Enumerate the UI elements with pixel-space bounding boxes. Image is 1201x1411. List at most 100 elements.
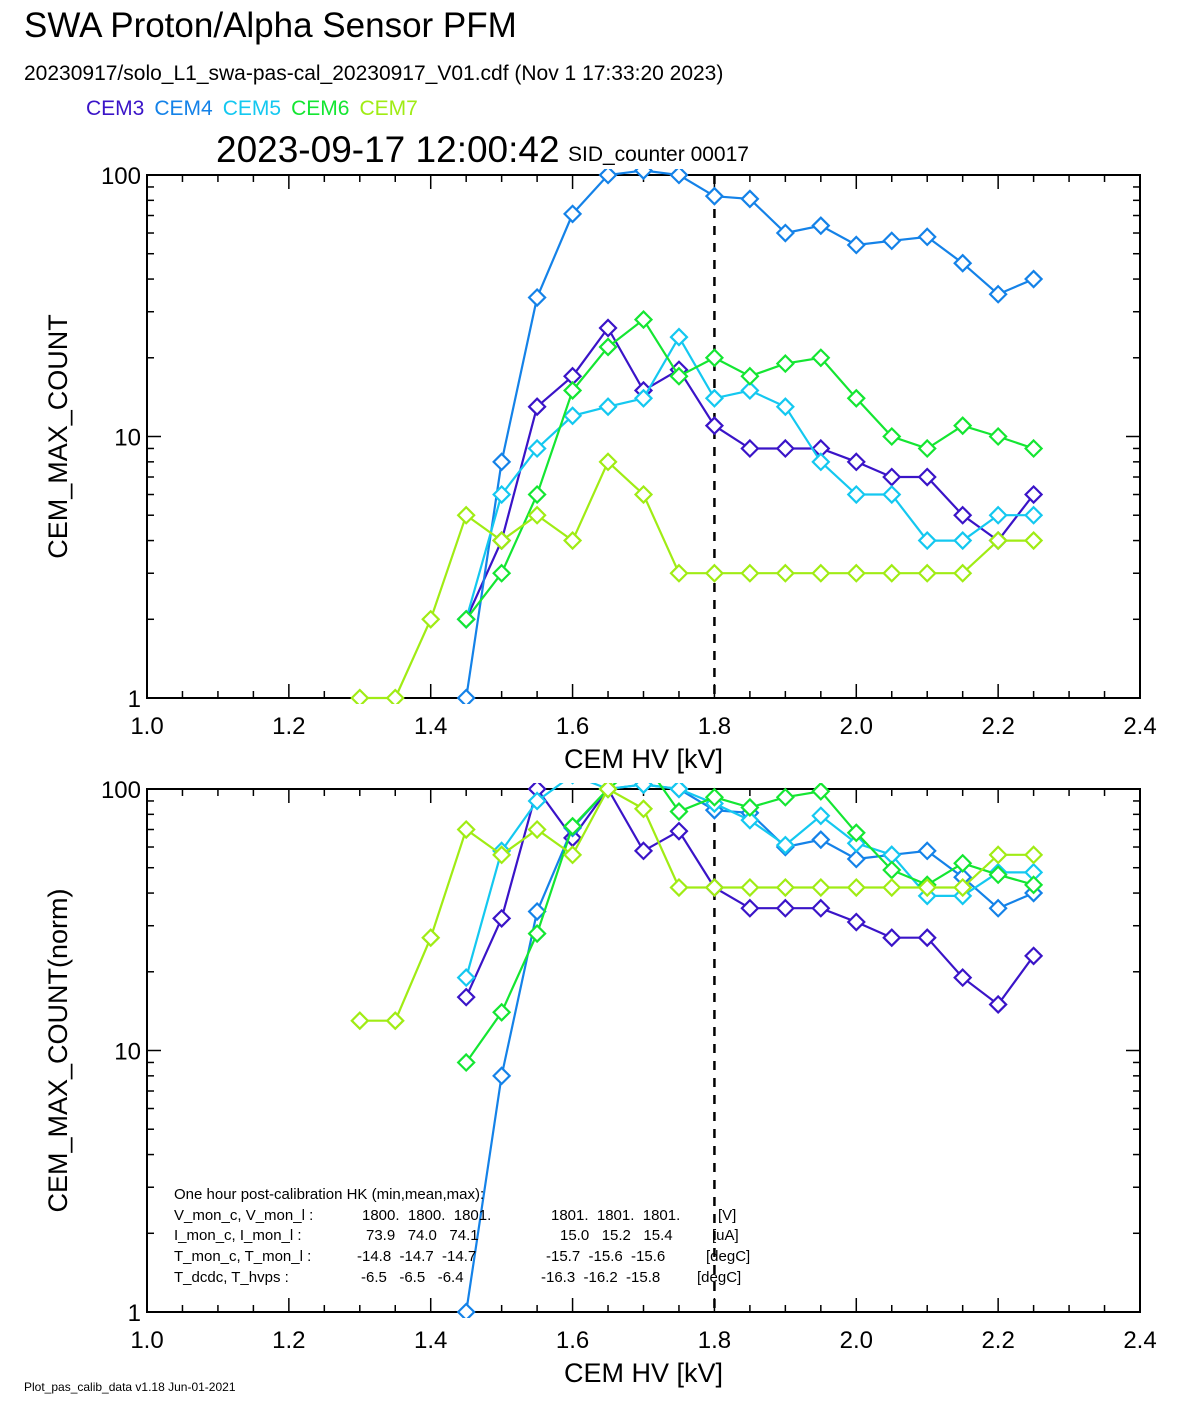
- legend-entry-cem5: CEM5: [222, 97, 282, 120]
- data-point-cem7: [421, 609, 441, 629]
- data-point-cem6: [1024, 875, 1044, 895]
- series-line-cem4: [465, 783, 1035, 1313]
- data-point-cem7: [704, 563, 724, 583]
- data-point-cem6: [846, 388, 866, 408]
- data-point-cem4: [775, 223, 795, 243]
- main-title: SWA Proton/Alpha Sensor PFM: [24, 6, 517, 45]
- data-point-cem7: [704, 877, 724, 898]
- data-point-cem6: [598, 337, 618, 357]
- legend: CEM3 CEM4 CEM5 CEM6 CEM7: [86, 97, 428, 121]
- hk-row-label: I_mon_c, I_mon_l :: [174, 1227, 302, 1244]
- data-point-cem7: [456, 819, 476, 840]
- data-point-cem7: [633, 484, 654, 505]
- hk-row-c-values: -14.8 -14.7 -14.7: [357, 1248, 476, 1265]
- x-tick-label: 1.4: [414, 1327, 447, 1354]
- chart-top: 1.0 1.2 1.4 1.6 1.8 2.0 2.2 2.4 1 10 100 CEM HV [kV…: [43, 163, 1157, 774]
- data-point-cem4: [882, 231, 902, 251]
- series-group: [350, 783, 1044, 1318]
- data-point-cem6: [527, 924, 547, 944]
- data-point-cem6: [492, 563, 512, 583]
- x-tick-label: 1.4: [414, 713, 447, 740]
- hk-summary-box: One hour post-calibration HK (min,mean,m…: [174, 1186, 750, 1286]
- data-point-cem5: [811, 806, 831, 826]
- data-point-cem6: [704, 787, 724, 807]
- data-point-cem3: [775, 438, 795, 459]
- data-point-cem7: [385, 1011, 405, 1031]
- data-point-cem7: [633, 799, 654, 819]
- hk-title: One hour post-calibration HK (min,mean,m…: [174, 1186, 484, 1203]
- data-point-cem7: [775, 877, 795, 898]
- data-point-cem3: [953, 968, 973, 988]
- data-point-cem5: [846, 833, 866, 853]
- y-tick-label: 1: [128, 686, 141, 713]
- data-point-cem5: [846, 484, 866, 505]
- data-point-cem4: [988, 284, 1008, 304]
- data-point-cem7: [492, 531, 512, 551]
- data-point-cem4: [811, 216, 831, 236]
- data-point-cem6: [740, 366, 760, 386]
- data-point-cem5: [953, 531, 973, 551]
- data-point-cem7: [350, 688, 370, 704]
- data-point-cem6: [563, 816, 583, 836]
- data-point-cem7: [563, 531, 583, 551]
- data-point-cem5: [669, 783, 689, 799]
- data-point-cem7: [740, 563, 760, 583]
- y-tick-label: 1: [128, 1300, 141, 1327]
- data-point-cem5: [988, 505, 1008, 525]
- data-point-cem6: [704, 348, 724, 368]
- hk-row-l-values: -16.3 -16.2 -15.8: [541, 1269, 660, 1286]
- data-point-cem4: [740, 189, 760, 209]
- data-point-cem6: [633, 310, 654, 330]
- x-tick-label: 2.0: [840, 713, 873, 740]
- y-tick-label: 100: [101, 777, 141, 804]
- data-point-cem7: [917, 563, 937, 583]
- data-point-cem5: [740, 810, 760, 830]
- hk-row-unit: [uA]: [712, 1227, 739, 1244]
- x-axis-label: CEM HV [kV]: [564, 1358, 723, 1388]
- footer-version: Plot_pas_calib_data v1.18 Jun-01-2021: [24, 1380, 236, 1394]
- data-point-cem3: [704, 416, 724, 436]
- x-tick-label: 1.8: [698, 713, 731, 740]
- hk-row-label: V_mon_c, V_mon_l :: [174, 1207, 313, 1224]
- data-point-cem4: [598, 169, 618, 185]
- data-point-cem6: [811, 348, 831, 368]
- data-point-cem3: [740, 898, 760, 918]
- hk-row-unit: [V]: [718, 1207, 736, 1224]
- data-point-cem5: [633, 783, 654, 795]
- data-point-cem5: [492, 484, 512, 505]
- data-point-cem4: [563, 204, 583, 224]
- data-point-cem4: [492, 452, 512, 472]
- hk-row-l-values: 1801. 1801. 1801.: [551, 1207, 680, 1224]
- data-point-cem7: [563, 845, 583, 865]
- data-point-cem7: [598, 452, 618, 472]
- data-point-cem6: [669, 801, 689, 822]
- data-point-cem4: [811, 830, 831, 850]
- data-point-cem4: [917, 841, 937, 861]
- data-point-cem4: [527, 287, 547, 308]
- data-point-cem6: [775, 787, 795, 807]
- x-tick-label: 1.2: [272, 1327, 305, 1354]
- data-point-cem3: [811, 898, 831, 918]
- data-point-cem3: [1024, 484, 1044, 505]
- data-point-cem4: [917, 227, 937, 247]
- data-point-cem6: [988, 865, 1008, 885]
- data-point-cem7: [775, 563, 795, 583]
- data-point-cem5: [456, 968, 476, 988]
- data-point-cem6: [953, 416, 973, 436]
- data-point-cem6: [846, 823, 866, 843]
- data-point-cem6: [811, 783, 831, 801]
- data-point-cem5: [598, 397, 618, 417]
- data-point-cem6: [527, 484, 547, 505]
- legend-entry-cem3: CEM3: [86, 97, 145, 120]
- data-point-cem3: [456, 987, 476, 1007]
- data-point-cem4: [846, 849, 866, 869]
- y-axis-label: CEM_MAX_COUNT: [43, 314, 73, 559]
- data-point-cem7: [953, 563, 973, 583]
- data-point-cem7: [988, 845, 1008, 865]
- data-point-cem3: [917, 467, 937, 487]
- data-point-cem3: [882, 467, 902, 487]
- data-point-cem5: [669, 327, 689, 347]
- data-point-cem5: [775, 397, 795, 417]
- data-point-cem3: [846, 452, 866, 472]
- hk-row-c-values: -6.5 -6.5 -6.4: [361, 1269, 464, 1286]
